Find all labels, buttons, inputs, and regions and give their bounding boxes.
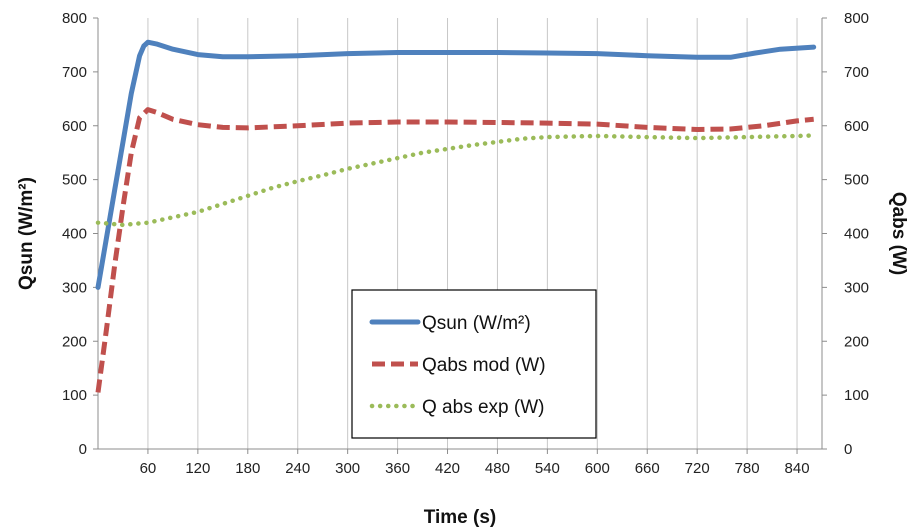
x-tick-label-840: 840 [785,460,810,477]
series [95,39,817,393]
axes: 60 120 180 240 300 360 420 480 540 600 660 720 780 84… [62,10,869,477]
legend-label-2: Qabs mod (W) [422,355,546,376]
x-tick-label-180: 180 [235,460,260,477]
x-tick-label-540: 540 [535,460,560,477]
series-line-3 [95,133,816,228]
y-right-tick-label-100: 100 [844,387,869,404]
x-tick-label-420: 420 [435,460,460,477]
y-left-tick-label-700: 700 [62,64,87,81]
x-tick-label-660: 660 [635,460,660,477]
x-tick-label-120: 120 [185,460,210,477]
y-left-tick-label-300: 300 [62,279,87,296]
x-tick-label-360: 360 [385,460,410,477]
y-right-tick-label-800: 800 [844,10,869,27]
y-right-tick-label-0: 0 [844,441,852,458]
y-right-tick-label-500: 500 [844,172,869,189]
y-right-tick-label-300: 300 [844,279,869,296]
x-tick-label-600: 600 [585,460,610,477]
x-tick-label-780: 780 [735,460,760,477]
legend-label-1: Qsun (W/m²) [422,313,531,334]
x-tick-label-480: 480 [485,460,510,477]
y-left-tick-label-0: 0 [79,441,87,458]
x-tick-label-60: 60 [140,460,157,477]
y-left-tick-label-500: 500 [62,172,87,189]
legend-label-3: Q abs exp (W) [422,397,544,418]
series-line-2 [95,107,814,393]
y-left-tick-label-600: 600 [62,118,87,135]
legend: Qsun (W/m²) Qabs mod (W) Q abs exp (W) [351,289,597,439]
x-axis-title: Time (s) [424,507,497,528]
y-right-tick-label-700: 700 [844,64,869,81]
y-axis-right-title: Qabs (W) [888,192,909,275]
y-left-tick-label-800: 800 [62,10,87,27]
y-right-tick-label-400: 400 [844,226,869,243]
series-line-1 [95,39,817,290]
x-tick-label-300: 300 [335,460,360,477]
y-axis-left-title: Qsun (W/m²) [16,177,37,290]
y-left-tick-label-400: 400 [62,226,87,243]
x-tick-label-720: 720 [685,460,710,477]
y-right-tick-label-200: 200 [844,333,869,350]
axis-titles: Time (s) Qsun (W/m²) Qabs (W) [16,177,909,528]
y-left-tick-label-200: 200 [62,333,87,350]
y-left-tick-label-100: 100 [62,387,87,404]
x-tick-label-240: 240 [285,460,310,477]
y-right-tick-label-600: 600 [844,118,869,135]
grid [147,18,798,449]
